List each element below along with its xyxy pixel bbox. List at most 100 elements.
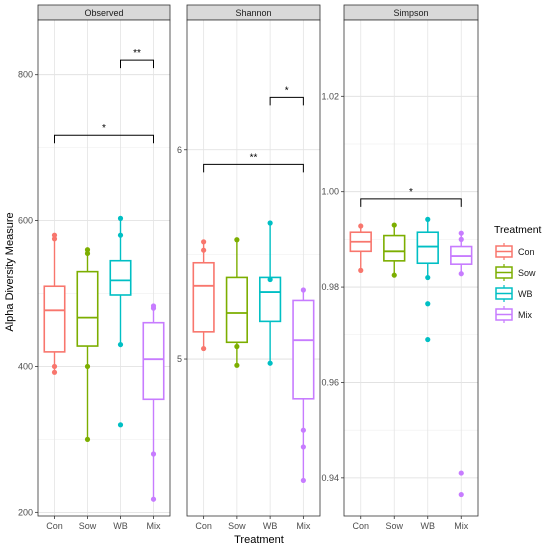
data-point <box>150 496 157 502</box>
x-tick-label: Sow <box>79 521 97 531</box>
data-point <box>201 345 207 352</box>
significance-label: * <box>285 85 289 96</box>
box-mix <box>292 287 315 484</box>
data-point <box>234 343 240 350</box>
data-point <box>51 363 58 370</box>
data-point <box>358 223 364 229</box>
data-point <box>425 274 431 281</box>
x-tick-label: Sow <box>385 521 403 531</box>
outlier-point <box>117 422 124 428</box>
data-point <box>234 362 240 368</box>
iqr-box <box>416 231 439 265</box>
data-point <box>300 477 306 484</box>
box-wb <box>109 215 132 428</box>
data-point <box>84 436 91 443</box>
significance-bracket <box>360 198 462 207</box>
x-tick-label: WB <box>113 521 128 531</box>
panel-border <box>37 19 171 517</box>
box-sow <box>225 237 248 368</box>
box-mix <box>142 303 165 502</box>
iqr-box <box>259 276 282 323</box>
iqr-box <box>225 276 248 344</box>
x-tick-label: Con <box>195 521 212 531</box>
legend-item-mix: Mix <box>495 306 532 323</box>
significance-bracket <box>269 96 304 106</box>
significance-bracket <box>120 59 154 69</box>
data-point <box>391 272 397 278</box>
iqr-box <box>109 259 132 296</box>
outlier-point <box>425 301 431 307</box>
y-tick-label: 0.96 <box>321 377 339 387</box>
legend-items: Con Sow WB Mix <box>495 243 536 323</box>
data-point <box>117 215 124 221</box>
data-point <box>201 247 207 253</box>
outlier-point <box>425 336 431 343</box>
legend-item-wb: WB <box>495 285 533 302</box>
y-tick-label: 5 <box>177 354 182 364</box>
y-tick-label: 400 <box>18 361 33 371</box>
data-point <box>84 250 91 257</box>
y-tick-label: 1.00 <box>321 187 339 197</box>
iqr-box <box>142 321 165 401</box>
box-sow <box>383 222 406 278</box>
y-tick-label: 600 <box>18 216 33 226</box>
box-con <box>192 239 215 352</box>
data-point <box>458 230 464 236</box>
x-tick-label: Mix <box>454 521 468 531</box>
iqr-box <box>192 261 215 333</box>
legend-label: WB <box>518 289 533 299</box>
outlier-point <box>458 470 464 476</box>
data-point <box>358 267 364 273</box>
data-point <box>51 232 58 238</box>
y-tick-label: 6 <box>177 145 182 155</box>
significance-bracket <box>203 163 304 173</box>
x-tick-label: WB <box>421 521 436 531</box>
data-point <box>117 341 124 348</box>
box-sow <box>76 247 99 443</box>
facet-strip-label: Observed <box>84 8 123 18</box>
x-tick-label: Con <box>46 521 63 531</box>
data-point <box>84 363 91 370</box>
data-point <box>267 276 273 283</box>
x-tick-label: WB <box>263 521 278 531</box>
data-point <box>267 220 273 226</box>
data-point <box>84 247 91 253</box>
x-tick-label: Mix <box>296 521 310 531</box>
data-point <box>150 303 157 309</box>
data-point <box>458 236 464 242</box>
y-tick-label: 0.94 <box>321 473 339 483</box>
iqr-box <box>76 270 99 347</box>
outlier-point <box>458 491 464 498</box>
panel-border <box>186 19 321 517</box>
box-con <box>349 223 372 273</box>
box-mix <box>450 230 473 498</box>
box-wb <box>259 220 282 366</box>
plot-background <box>38 20 170 516</box>
box-wb <box>416 216 439 343</box>
x-tick-label: Sow <box>228 521 246 531</box>
y-tick-label: 800 <box>18 70 33 80</box>
plot-background <box>344 20 478 516</box>
data-point <box>391 222 397 228</box>
legend-item-sow: Sow <box>495 264 536 281</box>
legend-label: Mix <box>518 310 532 320</box>
facet-strip-label: Shannon <box>235 8 271 18</box>
x-axis-title: Treatment <box>234 534 284 546</box>
iqr-box <box>383 234 406 262</box>
data-point <box>117 232 124 238</box>
legend-label: Sow <box>518 268 536 278</box>
data-point <box>51 369 58 375</box>
box-con <box>43 232 66 375</box>
data-point <box>201 239 207 245</box>
x-tick-label: Con <box>352 521 369 531</box>
data-point <box>425 216 431 222</box>
legend-label: Con <box>518 247 535 257</box>
data-point <box>150 451 157 457</box>
significance-label: ** <box>250 152 258 163</box>
legend-title: Treatment <box>494 224 542 236</box>
data-point <box>234 237 240 243</box>
facet-strip-label: Simpson <box>393 8 428 18</box>
